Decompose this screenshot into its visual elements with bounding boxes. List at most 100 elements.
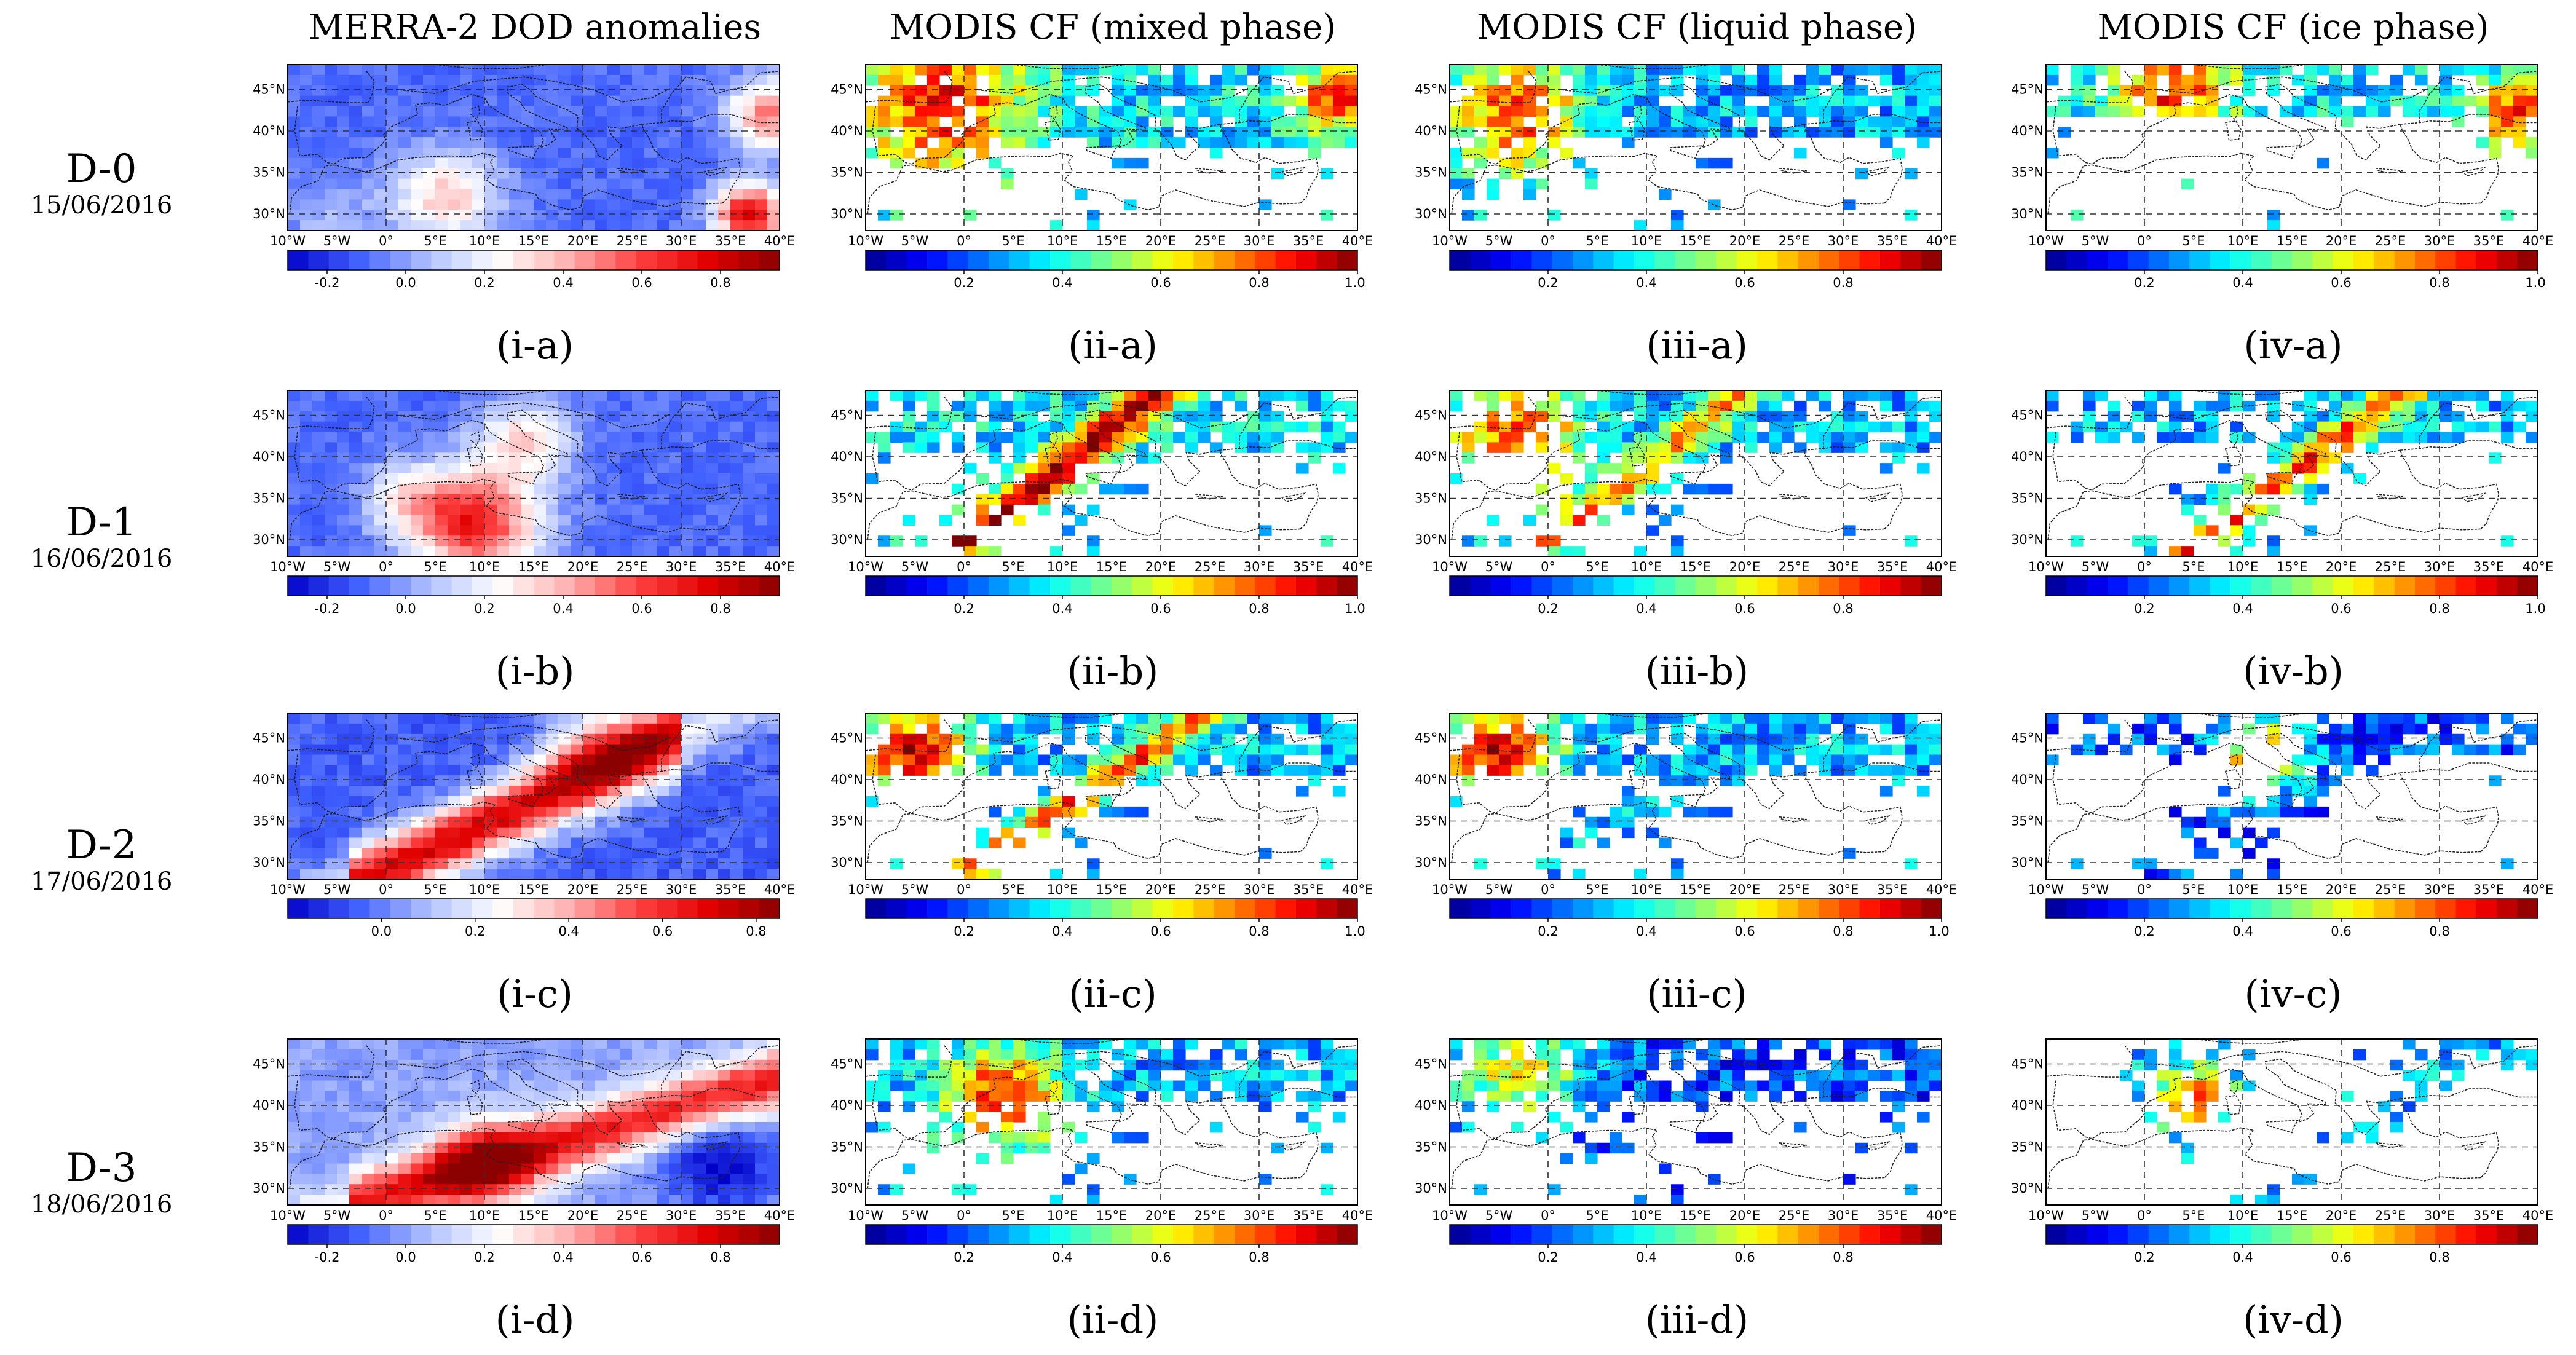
colorbar-segment [718,576,739,596]
x-tick-label: 10°W [270,559,306,574]
heatmap-cell [693,178,706,190]
heatmap-cell [927,127,940,138]
heatmap-cell [669,733,682,745]
heatmap-cell [497,442,510,453]
x-tick-label: 20°E [567,559,599,574]
heatmap-cell [448,400,460,412]
heatmap-cell [509,848,522,859]
heatmap-cell [460,432,473,443]
heatmap-cell [2513,421,2526,433]
heatmap-cell [706,400,719,412]
heatmap-cell [583,713,596,724]
heatmap-cell [374,515,387,526]
heatmap-cell [693,525,706,536]
heatmap-cell [1769,421,1782,433]
heatmap-cell [1659,127,1672,138]
heatmap-cell [534,483,547,495]
heatmap-cell [1905,65,1918,76]
heatmap-cell [1321,65,1333,76]
heatmap-cell [1892,400,1905,412]
heatmap-cell [497,535,510,547]
heatmap-cell [2341,421,2354,433]
heatmap-cell [460,483,473,495]
heatmap-cell [312,786,325,797]
heatmap-cell [657,827,670,839]
heatmap-cell [767,733,780,745]
colorbar-segment [1470,576,1491,596]
heatmap-cell [362,525,374,536]
heatmap-cell [386,775,399,786]
heatmap-cell [1696,733,1709,745]
colorbar-segment [1112,250,1132,270]
heatmap-cell [497,713,510,724]
heatmap-cell [288,65,301,76]
heatmap-cell [1247,442,1260,453]
colorbar-tick-label: 0.4 [553,275,573,290]
heatmap-cell [325,95,338,107]
map-frame [1449,713,1942,880]
heatmap-cell [2194,432,2207,443]
heatmap-cell [1124,400,1137,412]
heatmap-cell [521,411,534,422]
heatmap-cell [288,157,301,169]
heatmap-cell [1585,95,1598,107]
heatmap-cell [349,858,362,869]
heatmap-cell [423,411,436,422]
heatmap-cell [435,765,448,776]
heatmap-cell [288,744,301,756]
heatmap-cell [472,210,485,221]
heatmap-cell [890,65,903,76]
heatmap-cell [1222,713,1235,724]
heatmap-cell [595,106,608,117]
x-tick-label: 25°E [2375,882,2406,897]
heatmap-cell [866,74,879,86]
heatmap-cell [448,137,460,148]
heatmap-cell [546,452,559,464]
heatmap-cell [1610,733,1622,745]
heatmap-cell [1708,744,1721,756]
heatmap-cell [312,765,325,776]
heatmap-cell [1819,127,1831,138]
heatmap-cell [2304,483,2317,495]
heatmap-cell [1062,390,1075,401]
heatmap-cell [1161,411,1174,422]
heatmap-cell [312,157,325,169]
colorbar-segment [2169,576,2190,596]
heatmap-cell [1769,127,1782,138]
heatmap-cell [632,786,645,797]
heatmap-cell [1560,127,1573,138]
heatmap-cell [2132,733,2145,745]
coastline [1048,105,1058,120]
heatmap-cell [448,390,460,401]
heatmap-cell [325,390,338,401]
heatmap-cell [681,827,694,839]
heatmap-cell [767,473,780,484]
colorbar-segment [1132,899,1153,918]
heatmap-cell [2366,733,2379,745]
heatmap-cell [448,473,460,484]
heatmap-cell [1917,463,1930,474]
heatmap-cell [718,157,731,169]
heatmap-cell [755,220,768,231]
heatmap-cell [2353,400,2366,412]
heatmap-cell [2095,713,2108,724]
heatmap-cell [435,827,448,839]
heatmap-cell [1112,400,1124,412]
heatmap-cell [1235,116,1247,127]
heatmap-cell [423,189,436,200]
heatmap-cell [755,483,768,495]
heatmap-cell [2390,723,2403,735]
heatmap-cell [386,157,399,169]
heatmap-cell [644,400,657,412]
heatmap-cell [1806,74,1819,86]
heatmap-cell [1087,723,1100,735]
heatmap-cell [1732,74,1745,86]
heatmap-cell [927,411,940,422]
heatmap-cell [1732,733,1745,745]
heatmap-cell [595,411,608,422]
heatmap-cell [448,116,460,127]
heatmap-cell [398,796,411,807]
heatmap-cell [460,869,473,880]
heatmap-cell [755,411,768,422]
heatmap-cell [1917,786,1930,797]
